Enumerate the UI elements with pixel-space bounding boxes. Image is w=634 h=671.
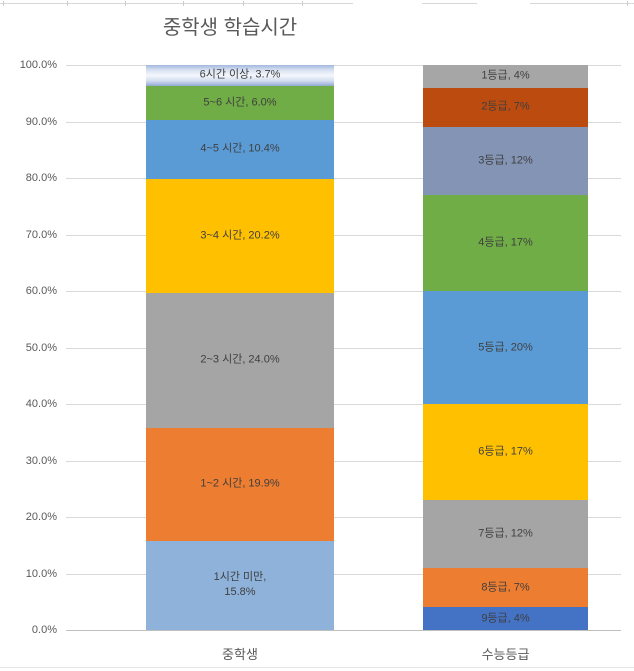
data-label: 5~6 시간, 6.0% bbox=[203, 96, 277, 109]
data-label: 5등급, 20% bbox=[478, 341, 533, 354]
x-axis-category-label: 수능등급 bbox=[481, 647, 530, 662]
bar-segment[interactable]: 5~6 시간, 6.0% bbox=[146, 85, 334, 120]
horizontal-gridline bbox=[66, 573, 621, 575]
data-label: 1시간 미만, 15.8% bbox=[213, 571, 267, 599]
horizontal-gridline bbox=[66, 291, 621, 292]
horizontal-gridline bbox=[66, 234, 621, 236]
bar-segment[interactable]: 9등급, 4% bbox=[423, 607, 588, 630]
y-axis-tick-label: 90.0% bbox=[25, 115, 57, 128]
spreadsheet-grid-artifact bbox=[422, 3, 477, 4]
y-axis-tick-label: 60.0% bbox=[25, 285, 57, 297]
spreadsheet-grid-tick bbox=[183, 1, 184, 6]
data-label: 2등급, 7% bbox=[481, 100, 530, 113]
data-label: 8등급, 7% bbox=[481, 581, 530, 594]
spreadsheet-grid-tick bbox=[67, 1, 68, 6]
data-label: 9등급, 4% bbox=[481, 612, 530, 625]
horizontal-gridline bbox=[66, 347, 621, 349]
spreadsheet-grid-tick bbox=[243, 1, 244, 6]
bar-segment[interactable]: 8등급, 7% bbox=[423, 567, 588, 608]
data-label: 6등급, 17% bbox=[478, 445, 533, 458]
bar-segment[interactable]: 4~5 시간, 10.4% bbox=[146, 119, 334, 179]
data-label: 1~2 시간, 19.9% bbox=[200, 478, 280, 491]
horizontal-gridline bbox=[66, 517, 621, 518]
bar-segment[interactable]: 3~4 시간, 20.2% bbox=[146, 178, 334, 293]
y-axis-tick-label: 70.0% bbox=[25, 228, 57, 241]
horizontal-gridline bbox=[66, 65, 621, 66]
bar-segment[interactable]: 1시간 미만, 15.8% bbox=[146, 540, 334, 630]
spreadsheet-grid-tick bbox=[125, 1, 126, 6]
horizontal-gridline bbox=[66, 404, 621, 405]
bar-segment[interactable]: 4등급, 17% bbox=[423, 194, 588, 291]
y-axis-tick-label: 30.0% bbox=[25, 454, 57, 467]
y-axis-tick-label: 50.0% bbox=[25, 341, 57, 354]
data-label: 3~4 시간, 20.2% bbox=[200, 229, 280, 242]
spreadsheet-grid-tick bbox=[627, 1, 628, 6]
bar-segment[interactable]: 7등급, 12% bbox=[423, 500, 588, 568]
bar-segment[interactable]: 6시간 이상, 3.7% bbox=[146, 65, 334, 86]
bar-segment[interactable]: 5등급, 20% bbox=[423, 291, 588, 404]
data-label: 6시간 이상, 3.7% bbox=[199, 69, 281, 82]
y-axis-tick-label: 80.0% bbox=[25, 172, 57, 184]
spreadsheet-grid-artifact bbox=[530, 3, 634, 4]
bar-segment[interactable]: 2등급, 7% bbox=[423, 87, 588, 128]
y-axis-tick-label: 10.0% bbox=[25, 567, 57, 580]
y-axis-tick-label: 20.0% bbox=[25, 511, 57, 523]
x-axis-category-label: 중학생 bbox=[222, 647, 258, 662]
horizontal-gridline bbox=[66, 460, 621, 462]
bar-segment[interactable]: 6등급, 17% bbox=[423, 404, 588, 501]
horizontal-gridline bbox=[66, 178, 621, 179]
y-axis-tick-label: 40.0% bbox=[25, 398, 57, 410]
horizontal-gridline bbox=[66, 121, 621, 123]
chart-title[interactable]: 중학생 학습시간 bbox=[162, 17, 298, 39]
bar-segment[interactable]: 2~3 시간, 24.0% bbox=[146, 292, 334, 429]
x-axis-line bbox=[66, 630, 621, 631]
spreadsheet-grid-tick bbox=[3, 1, 4, 6]
bar-segment[interactable]: 1등급, 4% bbox=[423, 65, 588, 88]
bar-segment[interactable]: 3등급, 12% bbox=[423, 127, 588, 195]
spreadsheet-grid-tick bbox=[302, 1, 303, 6]
data-label: 4등급, 17% bbox=[478, 236, 533, 249]
spreadsheet-grid-artifact bbox=[0, 3, 353, 4]
data-label: 2~3 시간, 24.0% bbox=[200, 354, 280, 367]
data-label: 3등급, 12% bbox=[478, 154, 533, 167]
y-axis-tick-label: 100.0% bbox=[19, 59, 57, 71]
spreadsheet-grid-artifact bbox=[0, 667, 634, 668]
data-label: 1등급, 4% bbox=[481, 69, 530, 82]
bar-segment[interactable]: 1~2 시간, 19.9% bbox=[146, 428, 334, 541]
y-axis-tick-label: 0.0% bbox=[31, 624, 57, 636]
data-label: 4~5 시간, 10.4% bbox=[200, 142, 280, 155]
data-label: 7등급, 12% bbox=[478, 527, 533, 540]
